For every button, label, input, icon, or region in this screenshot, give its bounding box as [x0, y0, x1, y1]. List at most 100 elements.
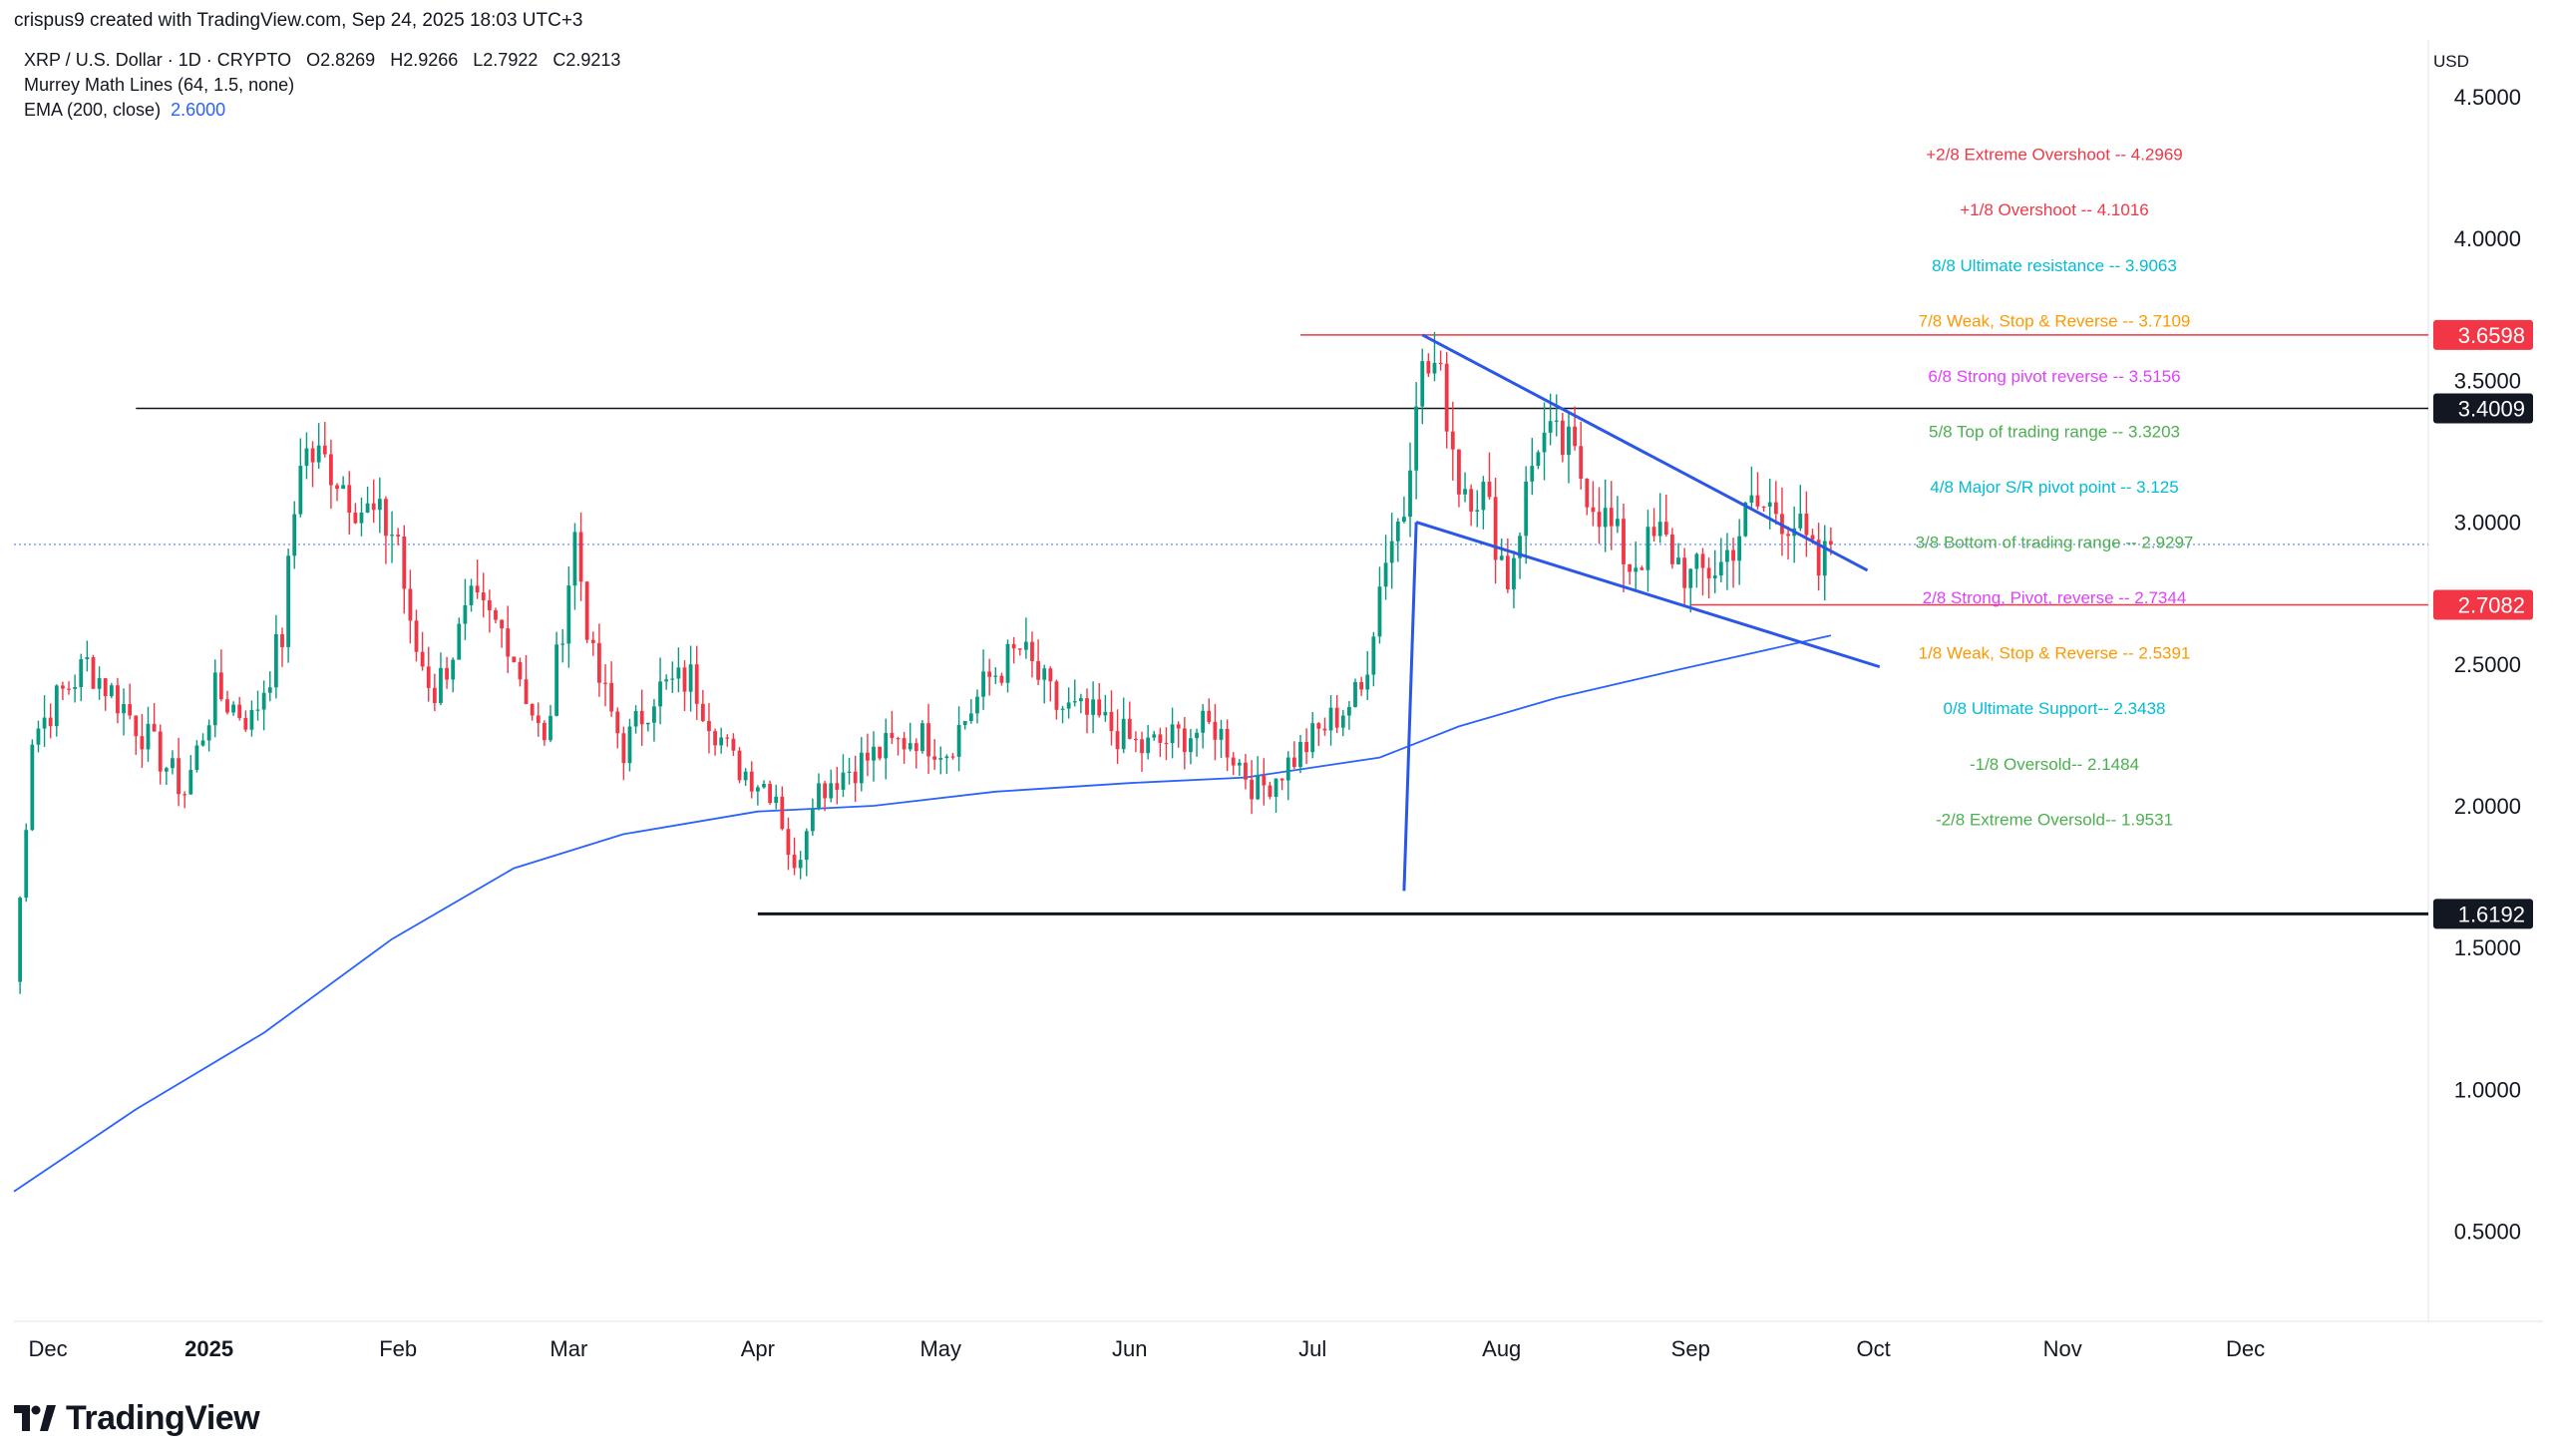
candle-body[interactable] — [896, 738, 901, 740]
candle-body[interactable] — [146, 723, 151, 750]
candle-body[interactable] — [938, 758, 943, 760]
candle-body[interactable] — [1042, 668, 1047, 680]
candle-body[interactable] — [1622, 519, 1626, 564]
candle-body[interactable] — [494, 609, 498, 620]
candle-body[interactable] — [1773, 502, 1778, 515]
candle-body[interactable] — [920, 723, 924, 752]
candle-body[interactable] — [847, 771, 852, 773]
candle-body[interactable] — [292, 514, 297, 556]
candle-body[interactable] — [255, 709, 260, 711]
candle-body[interactable] — [1628, 563, 1633, 572]
candle-body[interactable] — [1244, 762, 1248, 780]
candle-body[interactable] — [36, 728, 41, 745]
candle-body[interactable] — [1152, 734, 1157, 738]
candle-body[interactable] — [1078, 698, 1083, 702]
candle-body[interactable] — [1651, 527, 1656, 537]
candle-body[interactable] — [664, 679, 669, 682]
candle-body[interactable] — [1444, 363, 1449, 432]
candle-body[interactable] — [1048, 668, 1053, 682]
candle-body[interactable] — [1432, 362, 1437, 374]
candle-body[interactable] — [140, 736, 145, 750]
candle-body[interactable] — [469, 585, 474, 605]
candle-body[interactable] — [1597, 512, 1602, 528]
candle-body[interactable] — [866, 752, 870, 761]
candle-body[interactable] — [85, 657, 90, 660]
candle-body[interactable] — [1097, 699, 1102, 716]
candle-body[interactable] — [913, 743, 918, 752]
candle-body[interactable] — [1676, 557, 1680, 564]
candle-body[interactable] — [1274, 778, 1278, 797]
candle-body[interactable] — [1389, 541, 1394, 563]
candle-body[interactable] — [1334, 707, 1339, 728]
candle-body[interactable] — [1700, 553, 1705, 568]
candle-body[interactable] — [566, 585, 571, 644]
candle-body[interactable] — [518, 661, 523, 680]
candle-body[interactable] — [1591, 507, 1596, 513]
candle-body[interactable] — [859, 752, 864, 784]
candle-body[interactable] — [853, 771, 858, 784]
candle-body[interactable] — [152, 723, 157, 732]
price-chart[interactable]: +2/8 Extreme Overshoot -- 4.2969 +1/8 Ove… — [0, 0, 2553, 1396]
candle-body[interactable] — [506, 628, 511, 657]
candle-body[interactable] — [670, 678, 675, 680]
candle-body[interactable] — [1121, 718, 1126, 750]
candle-body[interactable] — [1560, 420, 1565, 456]
candle-body[interactable] — [1402, 517, 1406, 523]
candle-body[interactable] — [1706, 567, 1711, 578]
candle-body[interactable] — [1146, 737, 1151, 754]
candle-body[interactable] — [603, 682, 607, 684]
candle-body[interactable] — [1023, 641, 1028, 650]
candle-body[interactable] — [1091, 699, 1096, 715]
candle-body[interactable] — [1291, 757, 1296, 768]
candle-body[interactable] — [902, 738, 907, 750]
candle-body[interactable] — [1316, 723, 1321, 729]
candle-body[interactable] — [878, 746, 883, 759]
candle-body[interactable] — [396, 535, 401, 537]
candle-body[interactable] — [780, 796, 785, 830]
candle-body[interactable] — [1609, 508, 1614, 527]
candle-body[interactable] — [91, 657, 96, 689]
candle-body[interactable] — [1189, 738, 1193, 753]
candle-body[interactable] — [231, 704, 235, 713]
candle-body[interactable] — [841, 772, 846, 790]
candle-body[interactable] — [1072, 701, 1077, 703]
candle-body[interactable] — [225, 699, 229, 713]
candle-body[interactable] — [700, 703, 705, 722]
candle-body[interactable] — [432, 687, 437, 704]
candle-body[interactable] — [347, 485, 352, 514]
candle-body[interactable] — [267, 687, 272, 693]
candle-body[interactable] — [390, 535, 394, 537]
candle-body[interactable] — [524, 679, 529, 704]
candle-body[interactable] — [1371, 636, 1376, 675]
candle-body[interactable] — [1798, 514, 1803, 529]
candle-body[interactable] — [1530, 466, 1535, 482]
candle-body[interactable] — [188, 770, 193, 795]
candle-body[interactable] — [1268, 785, 1273, 797]
candle-body[interactable] — [627, 726, 632, 764]
price-level-badge[interactable] — [2433, 393, 2533, 424]
candle-body[interactable] — [439, 667, 443, 704]
candle-body[interactable] — [829, 783, 834, 799]
candle-body[interactable] — [171, 758, 175, 769]
candle-body[interactable] — [1645, 527, 1650, 570]
candle-body[interactable] — [1395, 522, 1400, 542]
candle-body[interactable] — [530, 703, 535, 716]
candle-body[interactable] — [194, 745, 199, 771]
candle-body[interactable] — [609, 682, 614, 712]
candle-body[interactable] — [1804, 514, 1809, 536]
candle-body[interactable] — [481, 592, 486, 600]
candle-body[interactable] — [548, 715, 552, 741]
candle-body[interactable] — [1573, 426, 1577, 447]
candle-body[interactable] — [353, 513, 358, 524]
candle-body[interactable] — [1201, 710, 1206, 733]
candle-body[interactable] — [688, 664, 693, 692]
candle-body[interactable] — [1457, 449, 1461, 495]
candle-body[interactable] — [737, 750, 742, 781]
candle-body[interactable] — [54, 685, 59, 727]
candle-body[interactable] — [61, 685, 65, 689]
candle-body[interactable] — [536, 715, 541, 723]
trend-line[interactable] — [1415, 521, 1881, 669]
candle-body[interactable] — [1725, 549, 1729, 562]
candle-body[interactable] — [835, 783, 840, 790]
murrey-indicator-row[interactable]: Murrey Math Lines (64, 1.5, none) — [24, 73, 620, 98]
